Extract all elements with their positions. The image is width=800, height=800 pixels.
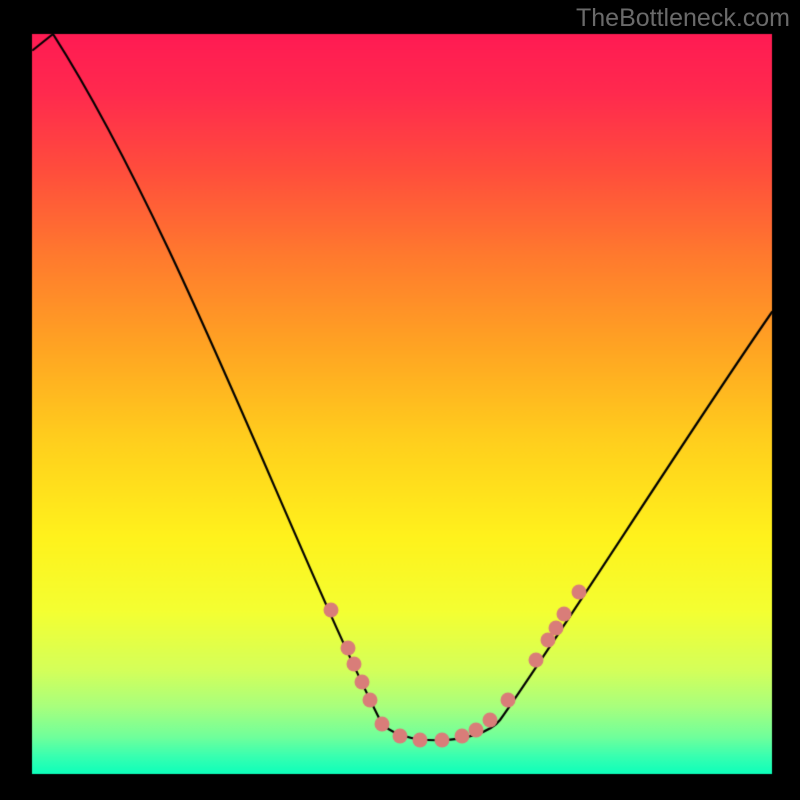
chart-stage: TheBottleneck.com	[0, 0, 800, 800]
curve-and-markers-canvas	[0, 0, 800, 800]
